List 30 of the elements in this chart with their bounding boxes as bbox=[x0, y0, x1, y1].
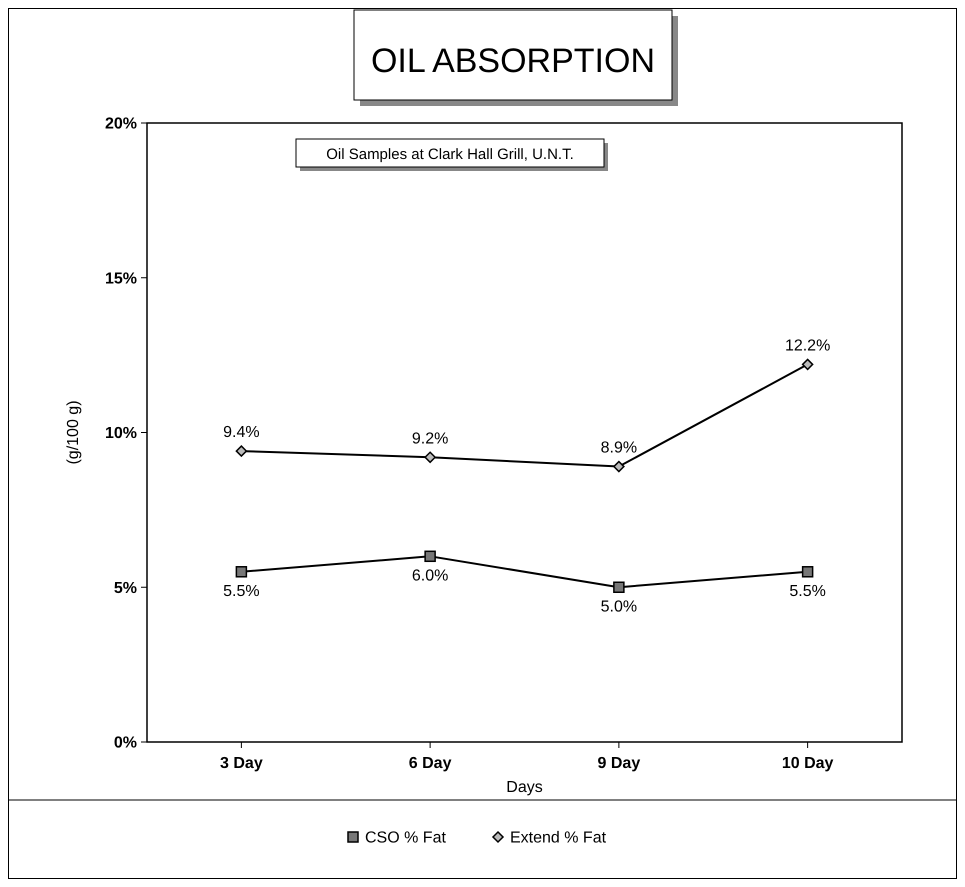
x-tick-label: 9 Day bbox=[598, 755, 640, 772]
point bbox=[424, 452, 436, 464]
y-tick-label: 0% bbox=[114, 734, 137, 752]
x-axis-title: Days bbox=[506, 779, 543, 796]
point bbox=[613, 460, 625, 472]
x-tick-label: 10 Day bbox=[782, 755, 834, 772]
data-label: 9.4% bbox=[223, 424, 260, 442]
y-axis-title: (g/100 g) bbox=[65, 400, 82, 465]
data-label: 8.9% bbox=[600, 440, 638, 457]
data-label: 5.0% bbox=[600, 598, 638, 616]
data-label: 6.0% bbox=[412, 567, 448, 584]
point bbox=[236, 566, 248, 578]
y-tick-label: 5% bbox=[114, 580, 137, 597]
point bbox=[802, 566, 814, 578]
data-label: 5.5% bbox=[789, 582, 826, 600]
point bbox=[424, 550, 436, 562]
point bbox=[613, 582, 625, 593]
data-label: 12.2% bbox=[784, 337, 830, 354]
data-label: 9.2% bbox=[412, 430, 448, 448]
x-tick-label: 6 Day bbox=[408, 755, 452, 772]
legend-label: CSO % Fat bbox=[365, 830, 446, 847]
legend-label: Extend % Fat bbox=[510, 830, 607, 847]
y-tick-label: 20% bbox=[104, 116, 137, 133]
data-label: 5.5% bbox=[223, 582, 260, 600]
y-tick-label: 15% bbox=[104, 270, 137, 288]
y-tick-label: 10% bbox=[104, 425, 137, 442]
chart-title: OIL ABSORPTION bbox=[370, 42, 656, 80]
point bbox=[802, 358, 814, 370]
x-tick-label: 3 Day bbox=[220, 755, 263, 772]
point bbox=[236, 445, 248, 457]
